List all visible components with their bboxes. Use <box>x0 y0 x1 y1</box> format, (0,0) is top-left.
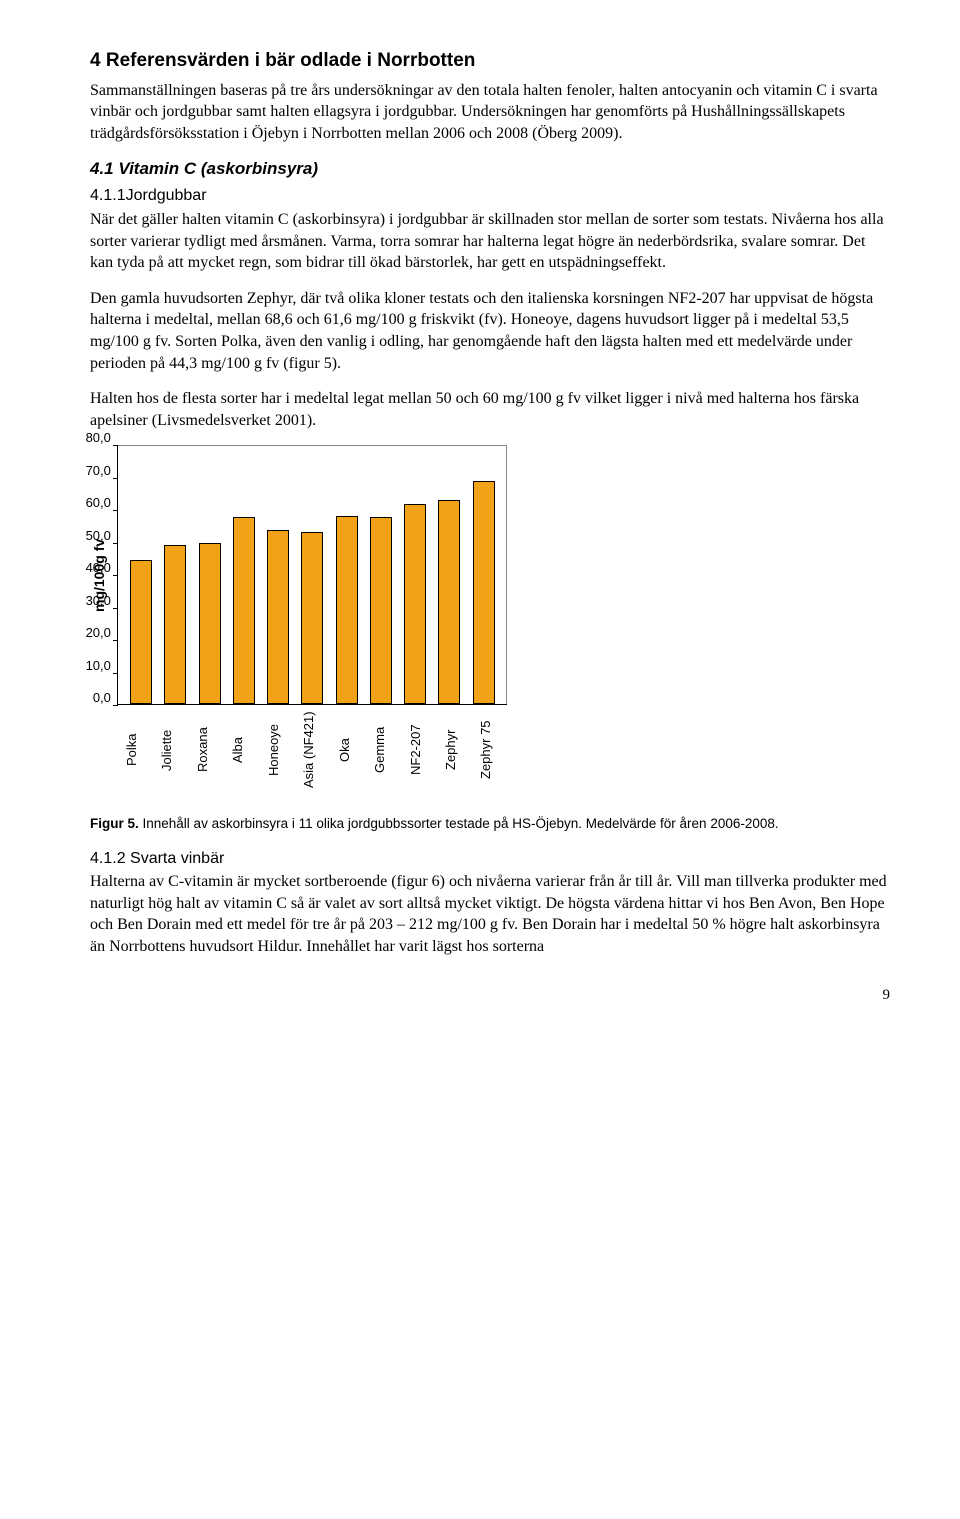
x-axis-category-label: NF2-207 <box>407 705 442 801</box>
body-paragraph: När det gäller halten vitamin C (askorbi… <box>90 209 890 274</box>
x-axis-category-label: Asia (NF421) <box>300 705 335 801</box>
bar <box>301 532 323 704</box>
x-axis-category-label: Honeoye <box>265 705 300 801</box>
bar <box>164 545 186 704</box>
bar <box>233 517 255 704</box>
x-axis-category-label: Alba <box>229 705 264 801</box>
section-heading: 4 Referensvärden i bär odlade i Norrbott… <box>90 48 890 74</box>
subsubsection-heading-4-1-2: 4.1.2 Svarta vinbär <box>90 848 890 870</box>
bar-group <box>118 445 507 704</box>
bar <box>473 481 495 704</box>
body-paragraph: Den gamla huvudsorten Zephyr, där två ol… <box>90 288 890 374</box>
body-paragraph: Halterna av C-vitamin är mycket sortbero… <box>90 871 890 957</box>
subsection-heading-4-1: 4.1 Vitamin C (askorbinsyra) <box>90 158 890 181</box>
figure-number: Figur 5. <box>90 816 139 831</box>
figure-caption: Figur 5. Innehåll av askorbinsyra i 11 o… <box>90 815 890 833</box>
intro-paragraph: Sammanställningen baseras på tre års und… <box>90 80 890 145</box>
subsubsection-heading-4-1-1: 4.1.1Jordgubbar <box>90 185 890 207</box>
bar <box>199 543 221 704</box>
figure-caption-text: Innehåll av askorbinsyra i 11 olika jord… <box>139 816 779 831</box>
chart-plot-area <box>117 445 507 705</box>
bar <box>336 516 358 705</box>
x-axis-category-label: Roxana <box>194 705 229 801</box>
bar <box>130 560 152 704</box>
bar-chart-figure-5: mg/100g fv 80,070,060,050,040,030,020,01… <box>90 445 890 801</box>
x-axis-category-label: Polka <box>123 705 158 801</box>
body-paragraph: Halten hos de flesta sorter har i medelt… <box>90 388 890 431</box>
x-axis-category-label: Zephyr 75 <box>477 705 512 801</box>
x-axis-category-label: Joliette <box>158 705 193 801</box>
x-axis-category-label: Oka <box>336 705 371 801</box>
x-axis-labels: PolkaJolietteRoxanaAlbaHoneoyeAsia (NF42… <box>117 705 519 801</box>
x-axis-category-label: Gemma <box>371 705 406 801</box>
bar <box>404 504 426 704</box>
bar <box>267 530 289 704</box>
bar <box>438 500 460 705</box>
page-number: 9 <box>90 985 890 1005</box>
bar <box>370 517 392 704</box>
x-axis-category-label: Zephyr <box>442 705 477 801</box>
